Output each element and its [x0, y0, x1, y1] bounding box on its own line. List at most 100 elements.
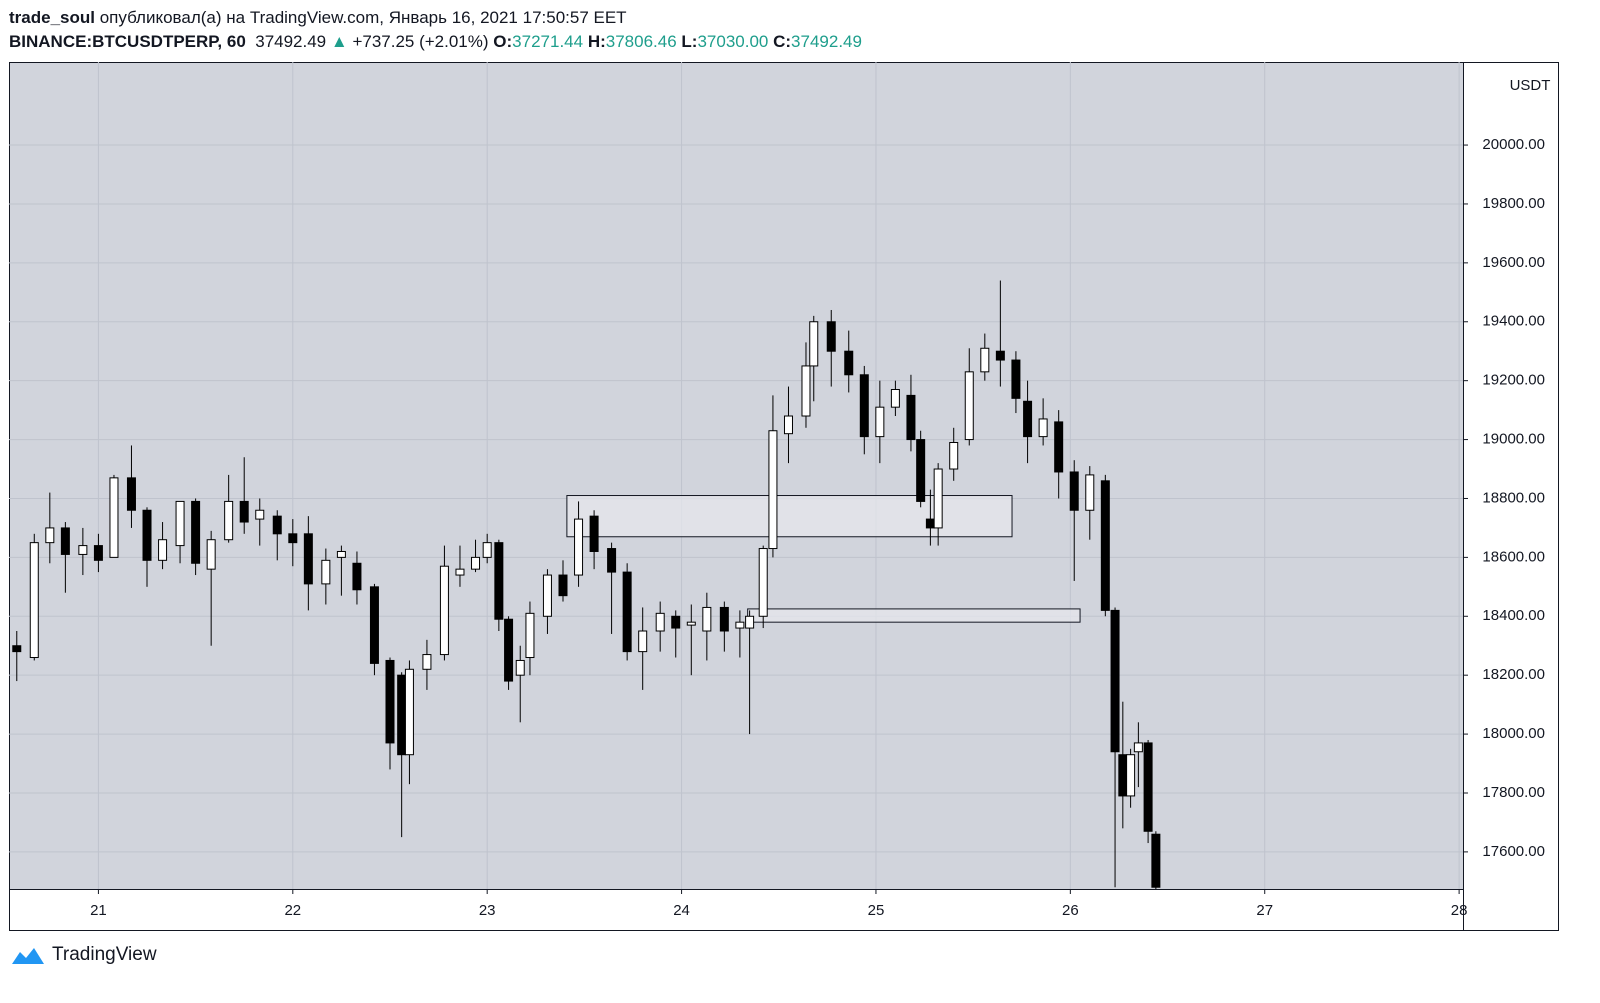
- candle-body: [995, 350, 1005, 361]
- author: trade_soul: [9, 8, 95, 27]
- close: 37492.49: [791, 32, 862, 51]
- plot-area: [9, 62, 1464, 890]
- x-tick-label: 23: [479, 902, 496, 919]
- candle-body: [1054, 421, 1064, 473]
- candle-body: [175, 500, 185, 547]
- change: +737.25 (+2.01%): [352, 32, 489, 51]
- candle-body: [515, 659, 525, 676]
- candle-body: [925, 518, 935, 529]
- x-tick-label: 24: [673, 902, 690, 919]
- candle-body: [622, 571, 632, 653]
- zone: [747, 608, 1081, 623]
- candle-body: [422, 654, 432, 670]
- y-tick-label: 18200.00: [1482, 666, 1545, 683]
- candle-body: [525, 612, 535, 659]
- candle-body: [890, 389, 900, 408]
- low: 37030.00: [697, 32, 769, 51]
- candle-body: [1100, 480, 1110, 611]
- candle-body: [1011, 359, 1021, 399]
- candle-body: [397, 674, 407, 756]
- candle-body: [1110, 609, 1120, 753]
- candle-body: [933, 468, 943, 529]
- candle-body: [369, 586, 379, 664]
- candle-body: [191, 500, 201, 564]
- candle-body: [655, 612, 665, 632]
- x-tick-label: 25: [868, 902, 885, 919]
- x-tick-label: 27: [1256, 902, 1273, 919]
- y-tick-label: 19400.00: [1482, 313, 1545, 330]
- y-tick-label: 20000.00: [1482, 136, 1545, 153]
- candle-body: [558, 574, 568, 597]
- candle-body: [303, 533, 313, 585]
- candle-body: [1023, 400, 1033, 438]
- candle-body: [980, 347, 990, 373]
- candle-body: [494, 542, 504, 620]
- candle-body: [1118, 754, 1128, 797]
- last-price: 37492.49: [255, 32, 327, 51]
- chart-frame: [9, 62, 1559, 931]
- candle-body: [109, 477, 119, 558]
- candle-body: [964, 371, 974, 441]
- candle-body: [859, 374, 869, 438]
- candle-body: [574, 518, 584, 576]
- close-label: C:: [773, 32, 792, 51]
- high-label: H:: [587, 32, 606, 51]
- candle-body: [1143, 742, 1153, 832]
- candle-body: [385, 659, 395, 744]
- candle-body: [826, 321, 836, 352]
- header-line-1: trade_soul опубликовал(а) на TradingView…: [9, 6, 862, 30]
- candle-body: [1085, 474, 1095, 511]
- currency-label: USDT: [1510, 77, 1551, 94]
- candle-body: [142, 509, 152, 561]
- y-tick-label: 18000.00: [1482, 725, 1545, 742]
- y-tick-label: 19000.00: [1482, 431, 1545, 448]
- candle-body: [768, 430, 778, 550]
- y-tick-label: 19600.00: [1482, 254, 1545, 271]
- x-tick-label: 21: [90, 902, 107, 919]
- y-tick-label: 18800.00: [1482, 489, 1545, 506]
- candle-body: [607, 548, 617, 573]
- symbol: BINANCE:BTCUSDTPERP, 60: [9, 32, 246, 51]
- candle-body: [735, 621, 745, 629]
- candle-body: [809, 321, 819, 367]
- candle-body: [801, 365, 811, 417]
- candle-body: [1151, 833, 1161, 888]
- candle-body: [29, 542, 39, 659]
- candle-body: [719, 606, 729, 632]
- candle-body: [1038, 418, 1048, 438]
- candle-body: [1126, 754, 1136, 797]
- candle-body: [321, 559, 331, 585]
- candle-body: [471, 556, 481, 570]
- candle-body: [45, 527, 55, 544]
- candle-body: [404, 668, 414, 756]
- published: опубликовал(а) на TradingView.com, Январ…: [99, 8, 627, 27]
- zone: [566, 495, 1013, 538]
- open-label: O:: [493, 32, 513, 51]
- candle-body: [758, 548, 768, 617]
- y-tick-label: 18600.00: [1482, 548, 1545, 565]
- candle-body: [1133, 742, 1143, 753]
- header-line-2: BINANCE:BTCUSDTPERP, 60 37492.49 ▲ +737.…: [9, 30, 862, 54]
- candle-body: [482, 542, 492, 558]
- candle-body: [78, 545, 88, 555]
- candle-body: [126, 477, 136, 511]
- y-tick-label: 19200.00: [1482, 372, 1545, 389]
- candle-body: [455, 568, 465, 576]
- y-tick-label: 19800.00: [1482, 195, 1545, 212]
- candle-body: [875, 406, 885, 438]
- candle-body: [745, 615, 755, 629]
- candle-body: [671, 615, 681, 629]
- candle-body: [542, 574, 552, 617]
- candle-body: [589, 515, 599, 552]
- candle-body: [916, 439, 926, 502]
- candle-body: [504, 618, 514, 682]
- candle-body: [949, 442, 959, 470]
- low-label: L:: [681, 32, 698, 51]
- candle-body: [93, 545, 103, 561]
- open: 37271.44: [512, 32, 584, 51]
- candle-body: [158, 539, 168, 561]
- header: trade_soul опубликовал(а) на TradingView…: [9, 6, 862, 54]
- candle-body: [206, 539, 216, 570]
- candle-body: [272, 515, 282, 535]
